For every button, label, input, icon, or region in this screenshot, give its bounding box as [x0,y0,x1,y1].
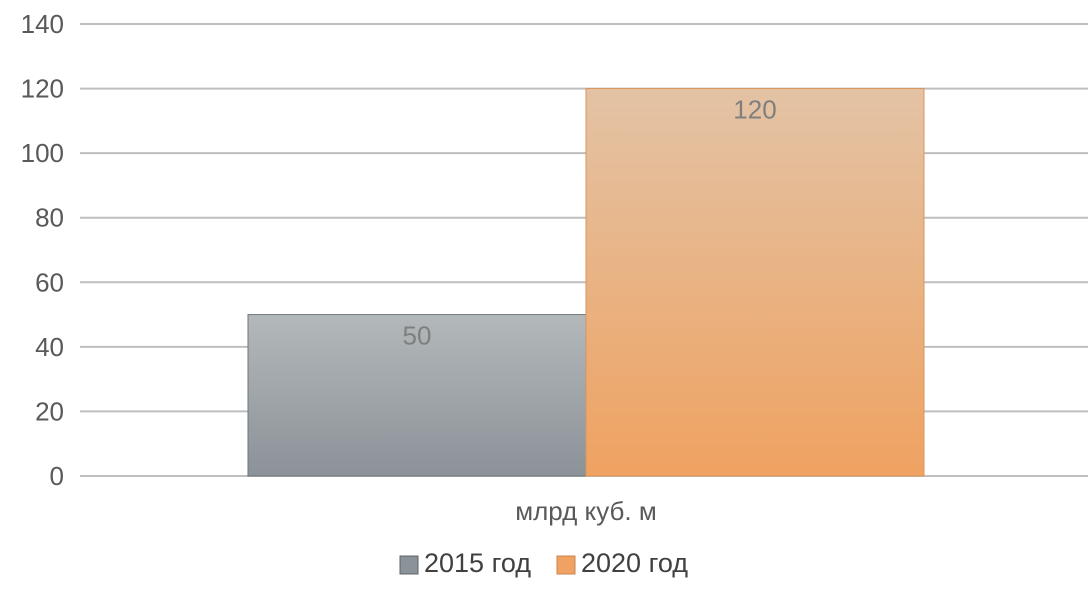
data-label: 50 [403,321,432,351]
x-axis-categories: млрд куб. м [515,496,656,526]
legend-item: 2020 год [556,548,688,578]
legend-item: 2015 год [399,548,531,578]
legend-swatch [556,555,576,575]
y-tick-label: 40 [35,332,64,362]
bar-2015-год [247,314,587,477]
y-tick-label: 20 [35,396,64,426]
legend-swatch [399,555,419,575]
y-tick-label: 0 [50,461,64,491]
data-label: 120 [733,95,776,125]
legend: 2015 год 2020 год [399,548,688,578]
legend-label: 2015 год [424,548,531,578]
y-tick-label: 140 [21,9,64,39]
y-tick-label: 80 [35,203,64,233]
bars [247,88,925,477]
y-tick-label: 100 [21,138,64,168]
legend-label: 2020 год [581,548,688,578]
data-labels: 50 120 [403,95,777,351]
y-tick-label: 60 [35,267,64,297]
x-category-label: млрд куб. м [515,496,656,526]
y-axis-ticks: 0 20 40 60 80 100 120 140 [21,9,64,491]
bar-2020-год [585,88,925,477]
y-tick-label: 120 [21,74,64,104]
